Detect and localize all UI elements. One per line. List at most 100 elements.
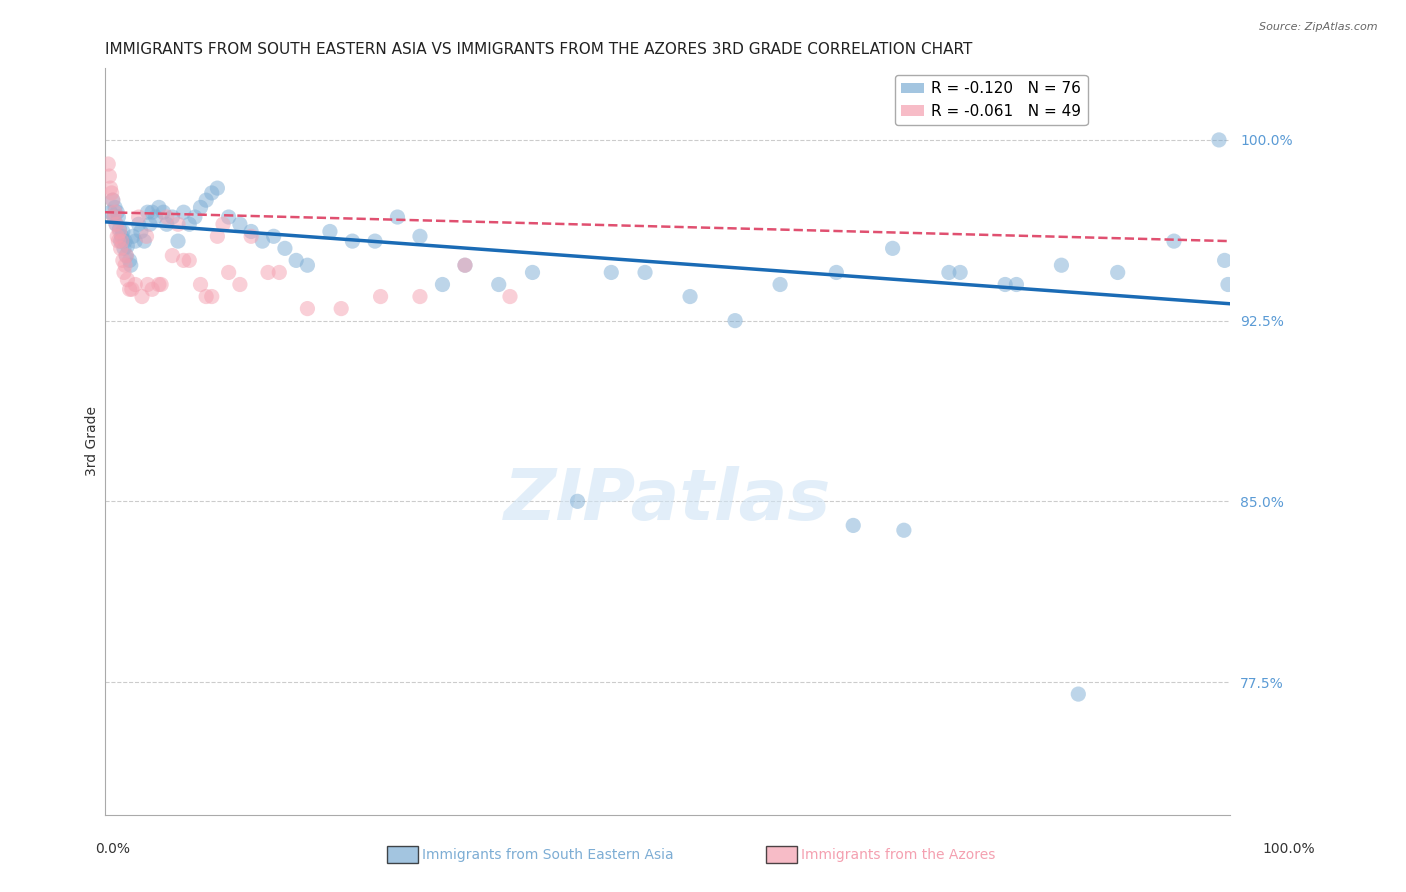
Point <box>136 277 159 292</box>
Point <box>115 249 138 263</box>
Point <box>488 277 510 292</box>
Point <box>117 239 139 253</box>
Point <box>724 313 747 327</box>
Point <box>285 253 308 268</box>
Point <box>600 265 623 279</box>
Point <box>104 201 127 215</box>
Point <box>112 265 135 279</box>
Point <box>994 277 1017 292</box>
Point <box>201 289 224 303</box>
Point <box>184 210 207 224</box>
Text: Immigrants from the Azores: Immigrants from the Azores <box>801 847 995 862</box>
Point <box>409 289 432 303</box>
Point <box>100 205 122 219</box>
Point <box>207 229 229 244</box>
Point <box>195 289 218 303</box>
Point <box>190 277 212 292</box>
Point <box>103 210 125 224</box>
Point <box>387 210 409 224</box>
Point <box>139 217 162 231</box>
Point <box>120 258 142 272</box>
Point <box>114 258 136 272</box>
Point <box>131 289 153 303</box>
Point <box>124 234 146 248</box>
Point <box>938 265 960 279</box>
Point <box>162 249 184 263</box>
Point <box>111 253 134 268</box>
Point <box>97 157 120 171</box>
Point <box>148 201 170 215</box>
Text: Source: ZipAtlas.com: Source: ZipAtlas.com <box>1260 22 1378 32</box>
Point <box>105 205 128 219</box>
Point <box>1107 265 1129 279</box>
Point <box>454 258 477 272</box>
Point <box>105 217 128 231</box>
Point <box>111 229 134 244</box>
Point <box>319 225 342 239</box>
Text: Immigrants from South Eastern Asia: Immigrants from South Eastern Asia <box>422 847 673 862</box>
Point <box>135 229 157 244</box>
Text: IMMIGRANTS FROM SOUTH EASTERN ASIA VS IMMIGRANTS FROM THE AZORES 3RD GRADE CORRE: IMMIGRANTS FROM SOUTH EASTERN ASIA VS IM… <box>105 42 972 57</box>
Point <box>152 205 174 219</box>
Point <box>252 234 274 248</box>
Point <box>167 217 190 231</box>
Point <box>218 210 240 224</box>
Point <box>330 301 353 316</box>
Point <box>201 186 224 200</box>
Point <box>1050 258 1073 272</box>
Point <box>156 217 179 231</box>
Point <box>115 249 138 263</box>
Point <box>1163 234 1185 248</box>
Legend: R = -0.120   N = 76, R = -0.061   N = 49: R = -0.120 N = 76, R = -0.061 N = 49 <box>894 75 1088 125</box>
Point <box>297 301 319 316</box>
Point <box>432 277 454 292</box>
Point <box>240 229 263 244</box>
Point <box>274 241 297 255</box>
Point <box>112 241 135 255</box>
Point <box>150 277 173 292</box>
Point <box>104 205 127 219</box>
Point <box>105 217 128 231</box>
Point <box>949 265 972 279</box>
Point <box>145 210 167 224</box>
Point <box>111 234 134 248</box>
Text: 0.0%: 0.0% <box>96 842 131 856</box>
Point <box>679 289 702 303</box>
Point <box>118 282 141 296</box>
Point <box>522 265 544 279</box>
Point <box>107 234 129 248</box>
Point <box>98 169 121 183</box>
Point <box>190 201 212 215</box>
Point <box>111 225 134 239</box>
Point <box>124 277 146 292</box>
Point <box>167 234 190 248</box>
Point <box>342 234 364 248</box>
Point <box>842 518 865 533</box>
Point <box>105 229 128 244</box>
Point <box>136 205 159 219</box>
Point <box>257 265 280 279</box>
Point <box>409 229 432 244</box>
Point <box>101 193 124 207</box>
Point <box>162 210 184 224</box>
Point <box>121 282 143 296</box>
Point <box>101 193 124 207</box>
Point <box>212 217 235 231</box>
Point <box>118 253 141 268</box>
Point <box>117 273 139 287</box>
Point <box>122 229 145 244</box>
Point <box>1208 133 1230 147</box>
Point <box>156 210 179 224</box>
Point <box>110 234 132 248</box>
Point <box>263 229 285 244</box>
Point <box>218 265 240 279</box>
Point <box>1216 277 1239 292</box>
Point <box>141 205 163 219</box>
Text: ZIPatlas: ZIPatlas <box>503 467 831 535</box>
Point <box>108 222 131 236</box>
Point <box>825 265 848 279</box>
Point <box>179 253 201 268</box>
Text: 100.0%: 100.0% <box>1263 842 1315 856</box>
Point <box>1005 277 1028 292</box>
Point <box>134 234 156 248</box>
